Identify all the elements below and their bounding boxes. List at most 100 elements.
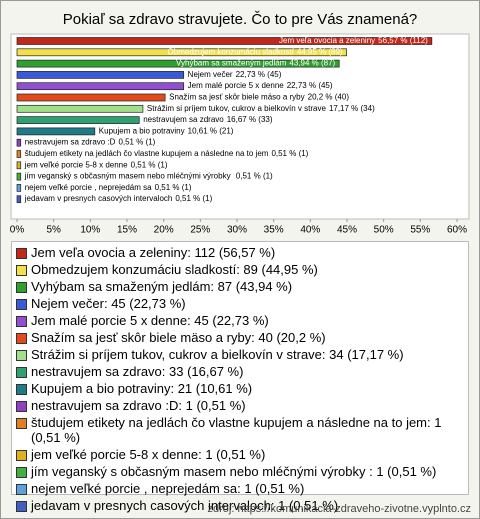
bar-label: nejem veľké porcie , neprejedám sa 0,51 %…: [25, 183, 192, 192]
x-tick-label: 10%: [80, 225, 100, 236]
legend-label: Kupujem a bio potraviny: 21 (10,61 %): [31, 381, 253, 396]
bar: [16, 104, 144, 113]
legend-item: jem veľké porcie 5-8 x denne: 1 (0,51 %): [16, 447, 464, 462]
legend-item: Kupujem a bio potraviny: 21 (10,61 %): [16, 381, 464, 396]
legend-label: jedavam v presnych casových intervaloch:…: [31, 498, 339, 513]
bar-label: Kupujem a bio potraviny 10,61 % (21): [99, 127, 234, 136]
legend-swatch: [16, 467, 27, 478]
legend-swatch: [16, 265, 27, 276]
bar: [16, 150, 22, 158]
category-label: Snažím sa jesť skôr biele mäso a ryby: [169, 93, 305, 102]
bar: [16, 37, 433, 45]
value-label: 22,73 % (45): [236, 70, 282, 79]
value-label: 0,51 % (1): [271, 149, 308, 158]
bar-label: nestravujem sa zdravo 16,67 % (33): [143, 115, 273, 124]
legend-label: Jem malé porcie 5 x denne: 45 (22,73 %): [31, 313, 269, 328]
legend-swatch: [16, 299, 27, 310]
legend-item: nejem veľké porcie , neprejedám sa: 1 (0…: [16, 481, 464, 496]
legend-item: Obmedzujem konzumáciu sladkostí: 89 (44,…: [16, 262, 464, 277]
bar: [16, 127, 96, 136]
x-tick-label: 60%: [447, 225, 467, 236]
legend-label: nestravujem sa zdravo: 33 (16,67 %): [31, 364, 244, 379]
category-label: jím veganský s občasným masem nebo mléčn…: [24, 172, 233, 181]
value-label: 0,51 % (1): [118, 138, 155, 147]
legend-label: Obmedzujem konzumáciu sladkostí: 89 (44,…: [31, 262, 318, 277]
category-label: Obmedzujem konzumáciu sladkostí: [168, 47, 295, 56]
legend-swatch: [16, 450, 27, 461]
category-label: Jem veľa ovocia a zeleniny: [279, 36, 375, 45]
value-label: 22,73 % (45): [287, 81, 333, 90]
category-label: Kupujem a bio potraviny: [99, 127, 185, 136]
legend-item: študujem etikety na jedlách čo vlastne k…: [16, 415, 464, 445]
category-label: jedavam v presnych casových intervaloch: [24, 194, 173, 203]
category-label: nestravujem sa zdravo :D: [25, 138, 116, 147]
bar-label: jím veganský s občasným masem nebo mléčn…: [24, 172, 273, 181]
legend-swatch: [16, 333, 27, 344]
category-label: Vyhýbam sa smaženým jedlám: [176, 59, 287, 68]
bar-label: Jem veľa ovocia a zeleniny 56,57 % (112): [279, 36, 428, 45]
value-label: 17,17 % (34): [329, 104, 375, 113]
bar-label: jem veľké porcie 5-8 x denne 0,51 % (1): [24, 160, 168, 169]
legend-item: nestravujem sa zdravo :D: 1 (0,51 %): [16, 398, 464, 413]
legend-item: Jem malé porcie 5 x denne: 45 (22,73 %): [16, 313, 464, 328]
bar-label: Nejem večer 22,73 % (45): [188, 70, 282, 79]
bar: [16, 82, 185, 91]
legend-label: jem veľké porcie 5-8 x denne: 1 (0,51 %): [31, 447, 266, 462]
category-label: Nejem večer: [188, 70, 233, 79]
bar: [16, 71, 185, 79]
x-tick-label: 15%: [117, 225, 137, 236]
value-label: 10,61 % (21): [188, 127, 234, 136]
legend-label: jím veganský s občasným masem nebo mléčn…: [31, 464, 437, 479]
category-label: nestravujem sa zdravo: [143, 115, 224, 124]
bar-label: Snažím sa jesť skôr biele mäso a ryby 20,…: [169, 93, 349, 102]
x-tick-label: 5%: [46, 225, 61, 236]
value-label: 43,94 % (87): [289, 59, 335, 68]
category-label: študujem etikety na jedlách čo vlastne k…: [25, 149, 269, 158]
legend-item: Strážim si príjem tukov, cukrov a bielko…: [16, 347, 464, 362]
legend-label: nestravujem sa zdravo :D: 1 (0,51 %): [31, 398, 246, 413]
legend-item: Jem veľa ovocia a zeleniny: 112 (56,57 %…: [16, 245, 464, 260]
x-tick-label: 50%: [374, 225, 394, 236]
bar: [16, 172, 22, 181]
x-tick-label: 20%: [154, 225, 174, 236]
bar: [16, 161, 22, 170]
value-label: 0,51 % (1): [131, 160, 168, 169]
bar-label: Strážim si príjem tukov, cukrov a bielko…: [147, 104, 375, 113]
legend-swatch: [16, 248, 27, 259]
legend-label: Jem veľa ovocia a zeleniny: 112 (56,57 %…: [31, 245, 276, 260]
bar-label: Jem malé porcie 5 x denne 22,73 % (45): [188, 81, 333, 90]
value-label: 0,51 % (1): [155, 183, 192, 192]
bar: [16, 59, 340, 68]
bar-label: Obmedzujem konzumáciu sladkostí 44,95 % (…: [168, 47, 343, 56]
value-label: 0,51 % (1): [236, 172, 273, 181]
legend-item: Snažím sa jesť skôr biele mäso a ryby: 4…: [16, 330, 464, 345]
bar-label: študujem etikety na jedlách čo vlastne k…: [25, 149, 309, 158]
bar: [16, 184, 22, 192]
legend-swatch: [16, 282, 27, 293]
category-label: jem veľké porcie 5-8 x denne: [24, 160, 128, 169]
bar-label: nestravujem sa zdravo :D 0,51 % (1): [25, 138, 156, 147]
legend-label: nejem veľké porcie , neprejedám sa: 1 (0…: [31, 481, 305, 496]
bar-label: Vyhýbam sa smaženým jedlám 43,94 % (87): [176, 59, 336, 68]
chart-title: Pokiaľ sa zdravo stravujete. Čo to pre V…: [63, 11, 418, 28]
value-label: 56,57 % (112): [378, 36, 428, 45]
legend-swatch: [16, 367, 27, 378]
x-tick-label: 45%: [337, 225, 357, 236]
legend-swatch: [16, 501, 27, 512]
x-tick-label: 30%: [227, 225, 247, 236]
legend-swatch: [16, 384, 27, 395]
legend-item: jím veganský s občasným masem nebo mléčn…: [16, 464, 464, 479]
bar: [16, 195, 22, 204]
legend-label: študujem etikety na jedlách čo vlastne k…: [31, 415, 442, 445]
legend-swatch: [16, 316, 27, 327]
source: zdroj: https://komunikacia-zdraveho-zivo…: [207, 503, 471, 515]
bar: [16, 93, 166, 102]
legend-swatch: [16, 350, 27, 361]
legend-label: Strážim si príjem tukov, cukrov a bielko…: [31, 347, 404, 362]
bar: [16, 138, 22, 147]
legend: Jem veľa ovocia a zeleniny: 112 (56,57 %…: [11, 241, 469, 513]
legend-item: jedavam v presnych casových intervaloch:…: [16, 498, 464, 513]
x-tick-label: 0%: [10, 225, 25, 236]
legend-item: Vyhýbam sa smaženým jedlám: 87 (43,94 %): [16, 279, 464, 294]
